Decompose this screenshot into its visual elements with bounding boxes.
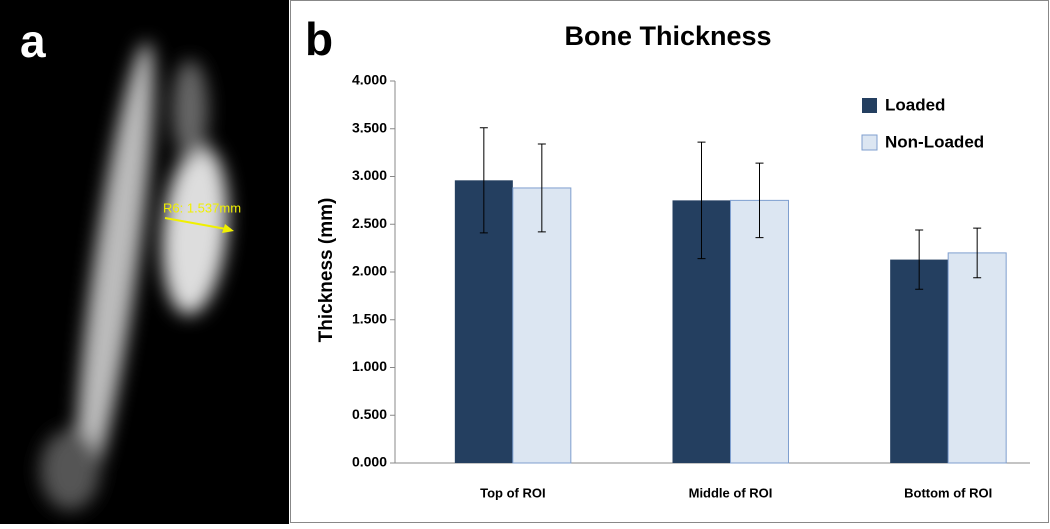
annotation: R6: 1.537mm (163, 200, 241, 215)
legend-label: Loaded (885, 95, 945, 114)
bar (947, 252, 1007, 464)
y-tick-label: 0.500 (352, 406, 387, 422)
error-bar (973, 227, 982, 279)
y-tick-label: 3.000 (352, 167, 387, 183)
y-axis-label: Thickness (mm) (316, 198, 337, 343)
error-bar (537, 143, 546, 233)
y-tick-label: 1.000 (352, 358, 387, 374)
error-bar (755, 162, 764, 239)
panel-label: b (305, 13, 333, 65)
y-tick-label: 2.500 (352, 215, 387, 231)
measure-arrow (164, 217, 227, 230)
x-tick-label: Middle of ROI (689, 485, 773, 500)
y-tick-label: 3.500 (352, 119, 387, 135)
y-tick-label: 0.000 (352, 454, 387, 470)
error-bar (479, 127, 488, 234)
chart-title: Bone Thickness (564, 21, 771, 51)
legend-swatch (862, 98, 877, 113)
legend-swatch (861, 134, 878, 151)
bone-shapes (40, 42, 228, 510)
y-tick-label: 4.000 (352, 72, 387, 88)
y-tick-label: 1.500 (352, 310, 387, 326)
x-tick-label: Top of ROI (480, 485, 545, 500)
error-bar (697, 141, 706, 260)
legend-label: Non-Loaded (885, 132, 984, 151)
panel-label: a (20, 15, 46, 67)
x-tick-label: Bottom of ROI (904, 485, 992, 500)
y-tick-label: 2.000 (352, 263, 387, 279)
arrow-head (222, 224, 234, 233)
bar (730, 199, 789, 464)
error-bar (915, 229, 924, 290)
bar (890, 259, 949, 463)
